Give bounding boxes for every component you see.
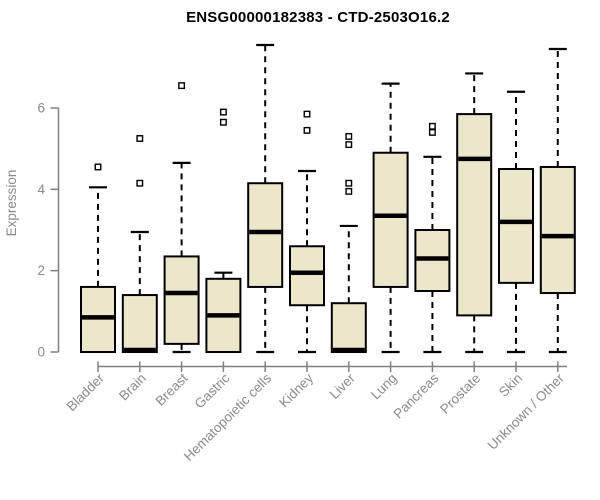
x-tick-label: Liver xyxy=(327,370,359,402)
outlier-point xyxy=(345,141,353,149)
x-tick-label: Prostate xyxy=(437,371,483,417)
outlier-point xyxy=(345,133,353,140)
iqr-box xyxy=(121,294,158,353)
x-tick-label: Gastric xyxy=(192,370,233,411)
outlier-point xyxy=(345,179,353,187)
chart-title: ENSG00000182383 - CTD-2503O16.2 xyxy=(186,9,450,26)
x-tick-label: Kidney xyxy=(276,370,316,410)
iqr-box xyxy=(498,167,534,284)
x-tick-label: Unknown / Other xyxy=(485,370,568,453)
outlier-point xyxy=(136,135,144,142)
x-tick-label: Brain xyxy=(116,371,149,404)
iqr-box xyxy=(539,165,576,295)
iqr-box xyxy=(247,182,284,288)
iqr-box xyxy=(163,255,200,345)
y-tick-label: 0 xyxy=(37,345,45,360)
outlier-point xyxy=(178,82,186,90)
x-tick-label: Bladder xyxy=(64,370,108,414)
x-tick-label: Breast xyxy=(153,370,191,408)
outlier-point xyxy=(303,126,311,134)
outlier-point xyxy=(219,108,227,116)
iqr-box xyxy=(289,245,325,307)
y-tick-label: 6 xyxy=(37,100,45,115)
outlier-point xyxy=(303,110,311,118)
y-axis-label: Expression xyxy=(4,170,19,237)
outlier-point xyxy=(136,179,144,187)
outlier-point xyxy=(428,128,436,136)
iqr-box xyxy=(456,113,493,317)
iqr-box xyxy=(372,151,409,288)
x-tick-label: Pancreas xyxy=(391,370,442,421)
outlier-point xyxy=(345,187,353,195)
outlier-point xyxy=(219,118,227,126)
x-tick-label: Skin xyxy=(496,371,525,400)
y-tick-label: 4 xyxy=(37,182,45,197)
y-tick-label: 2 xyxy=(37,263,45,278)
x-tick-label: Lung xyxy=(368,371,400,403)
outlier-point xyxy=(94,163,102,171)
iqr-box xyxy=(330,302,367,353)
outlier-point xyxy=(428,122,436,130)
